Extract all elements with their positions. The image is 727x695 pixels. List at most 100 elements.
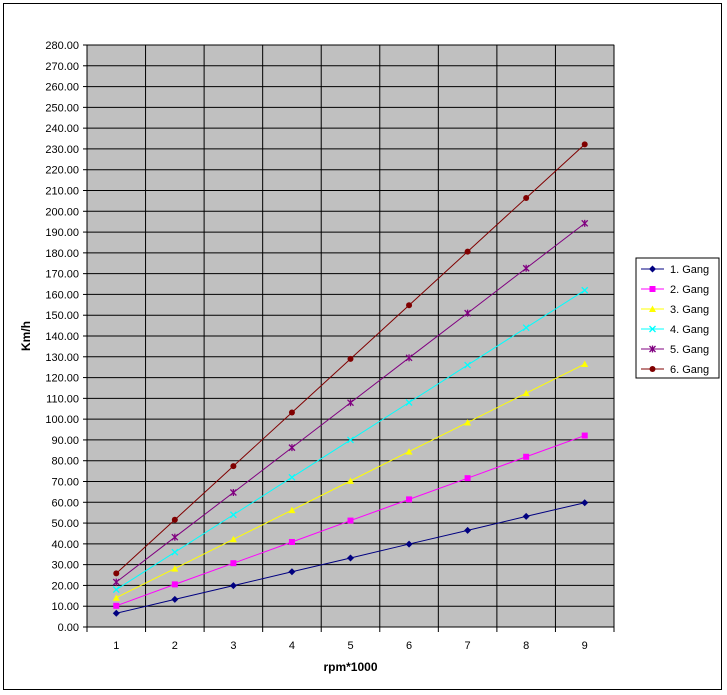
data-point xyxy=(171,565,179,572)
legend-item: 5. Gang xyxy=(641,344,709,356)
y-axis-tick-labels: 0.00 10.00 20.00 30.00 40.00 50.00 60.00 70.00 8… xyxy=(45,40,79,634)
data-point xyxy=(171,533,179,541)
x-tick-label: 4 xyxy=(289,640,295,652)
data-point xyxy=(113,570,120,577)
data-point xyxy=(406,496,413,503)
legend-marker xyxy=(649,286,656,292)
y-tick-label: 60.00 xyxy=(51,497,79,509)
y-tick-label: 160.00 xyxy=(45,289,79,301)
data-point xyxy=(288,409,295,416)
data-point xyxy=(581,432,588,439)
legend-item: 6. Gang xyxy=(641,364,709,376)
data-point xyxy=(405,399,413,406)
data-point xyxy=(171,516,178,523)
data-point xyxy=(229,582,237,590)
series-5 xyxy=(112,219,589,586)
data-point xyxy=(288,568,296,576)
y-tick-label: 240.00 xyxy=(45,123,79,135)
series-4 xyxy=(112,286,589,594)
marker-stroke xyxy=(171,548,179,556)
y-tick-label: 220.00 xyxy=(45,165,79,177)
data-point xyxy=(288,473,296,481)
y-tick-label: 210.00 xyxy=(45,186,79,198)
legend-item: 1. Gang xyxy=(641,264,709,276)
marker-stroke xyxy=(464,361,472,369)
legend-marker xyxy=(649,345,656,353)
marker-stroke xyxy=(347,436,354,444)
marker-stroke xyxy=(649,325,656,333)
y-tick-label: 150.00 xyxy=(45,310,79,322)
gridlines xyxy=(83,44,615,632)
series-6 xyxy=(113,141,588,577)
data-point xyxy=(464,475,471,482)
marker-stroke xyxy=(112,586,120,594)
x-tick-label: 3 xyxy=(230,640,236,652)
data-point xyxy=(112,578,120,586)
y-tick-label: 200.00 xyxy=(45,206,79,218)
y-tick-label: 270.00 xyxy=(45,61,79,73)
data-point xyxy=(405,354,413,362)
marker-stroke xyxy=(581,286,589,294)
marker-stroke xyxy=(405,399,413,406)
legend-label: 1. Gang xyxy=(670,264,709,276)
y-tick-label: 80.00 xyxy=(51,456,79,468)
data-point xyxy=(581,499,589,507)
legend-label: 4. Gang xyxy=(670,324,709,336)
data-point xyxy=(288,538,295,545)
x-tick-label: 6 xyxy=(406,640,412,652)
marker-stroke xyxy=(229,511,237,519)
data-point xyxy=(523,453,530,460)
data-point xyxy=(230,560,237,567)
y-tick-label: 40.00 xyxy=(51,539,79,551)
x-axis-title: rpm*1000 xyxy=(323,660,377,674)
y-tick-label: 100.00 xyxy=(45,414,79,426)
y-tick-label: 0.00 xyxy=(58,622,79,634)
y-tick-label: 250.00 xyxy=(45,102,79,114)
data-point xyxy=(230,463,237,470)
data-point xyxy=(347,399,354,407)
data-point xyxy=(113,602,120,609)
data-point xyxy=(171,548,179,556)
data-point xyxy=(581,141,588,148)
legend-item: 3. Gang xyxy=(641,304,709,316)
data-point xyxy=(288,444,296,452)
x-tick-label: 1 xyxy=(113,640,119,652)
y-tick-label: 50.00 xyxy=(51,518,79,530)
data-point xyxy=(347,554,354,562)
legend-label: 3. Gang xyxy=(670,304,709,316)
legend-box xyxy=(635,257,720,379)
y-tick-label: 90.00 xyxy=(51,435,79,447)
y-tick-label: 180.00 xyxy=(45,248,79,260)
legend-marker xyxy=(649,366,656,372)
data-point xyxy=(112,609,120,617)
data-point xyxy=(112,594,120,601)
series-1 xyxy=(112,499,589,617)
data-point xyxy=(405,448,413,455)
data-point xyxy=(522,389,530,397)
data-point xyxy=(171,581,178,588)
data-point xyxy=(522,512,530,520)
data-point xyxy=(464,248,471,255)
legend-item: 4. Gang xyxy=(641,324,709,336)
data-point xyxy=(581,219,589,227)
data-point xyxy=(171,595,179,603)
y-tick-label: 280.00 xyxy=(45,40,79,52)
x-tick-label: 7 xyxy=(465,640,471,652)
series-layer xyxy=(112,141,589,617)
y-tick-label: 230.00 xyxy=(45,144,79,156)
legend-marker xyxy=(649,305,656,312)
data-point xyxy=(464,526,472,534)
data-point xyxy=(347,355,354,362)
x-tick-label: 8 xyxy=(523,640,529,652)
data-point xyxy=(464,418,472,426)
legend-marker xyxy=(649,325,656,333)
series-3 xyxy=(112,360,589,601)
data-point xyxy=(229,511,237,519)
y-tick-label: 30.00 xyxy=(51,560,79,572)
data-point xyxy=(112,586,120,594)
legend: 1. Gang 2. Gang 3. Gang 4. Gang 5. Gang 6. Ga… xyxy=(635,257,720,379)
legend-label: 6. Gang xyxy=(670,364,709,376)
series-2 xyxy=(113,432,588,609)
data-point xyxy=(406,302,413,309)
